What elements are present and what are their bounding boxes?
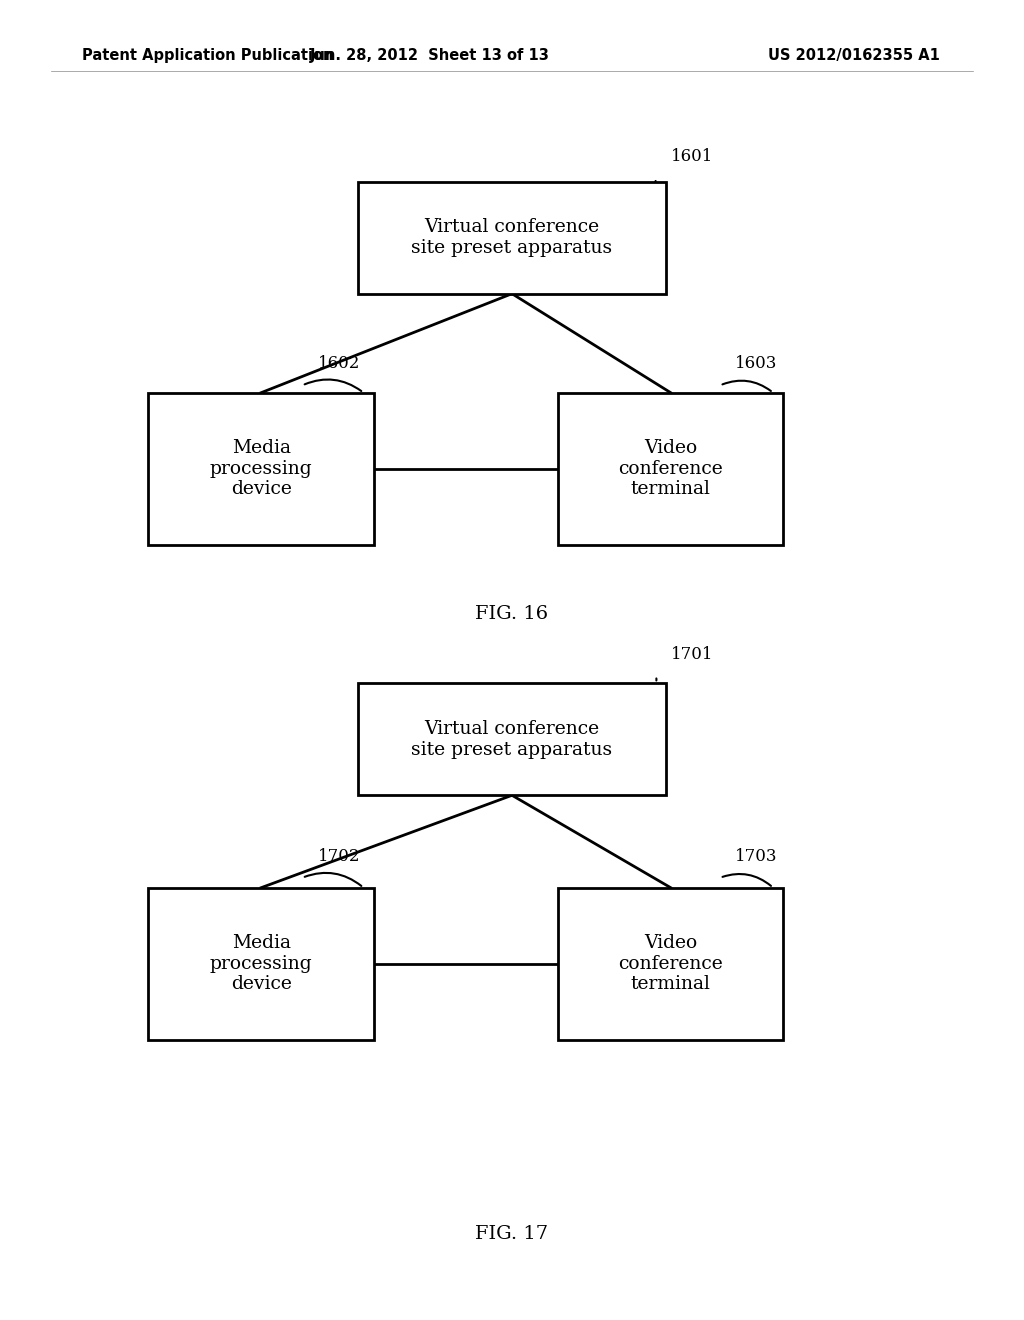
Text: Video
conference
terminal: Video conference terminal — [618, 438, 723, 499]
Text: Virtual conference
site preset apparatus: Virtual conference site preset apparatus — [412, 719, 612, 759]
Text: Media
processing
device: Media processing device — [210, 438, 312, 499]
Text: Video
conference
terminal: Video conference terminal — [618, 933, 723, 994]
Text: 1603: 1603 — [735, 355, 777, 372]
Text: Patent Application Publication: Patent Application Publication — [82, 48, 334, 63]
Text: Media
processing
device: Media processing device — [210, 933, 312, 994]
Text: Jun. 28, 2012  Sheet 13 of 13: Jun. 28, 2012 Sheet 13 of 13 — [310, 48, 550, 63]
Text: FIG. 16: FIG. 16 — [475, 605, 549, 623]
Text: 1702: 1702 — [317, 847, 360, 865]
Text: 1601: 1601 — [671, 148, 713, 165]
Text: FIG. 17: FIG. 17 — [475, 1225, 549, 1243]
Text: 1602: 1602 — [317, 355, 359, 372]
Text: 1703: 1703 — [735, 847, 778, 865]
Text: 1701: 1701 — [671, 645, 714, 663]
Text: Virtual conference
site preset apparatus: Virtual conference site preset apparatus — [412, 218, 612, 257]
Text: US 2012/0162355 A1: US 2012/0162355 A1 — [768, 48, 940, 63]
